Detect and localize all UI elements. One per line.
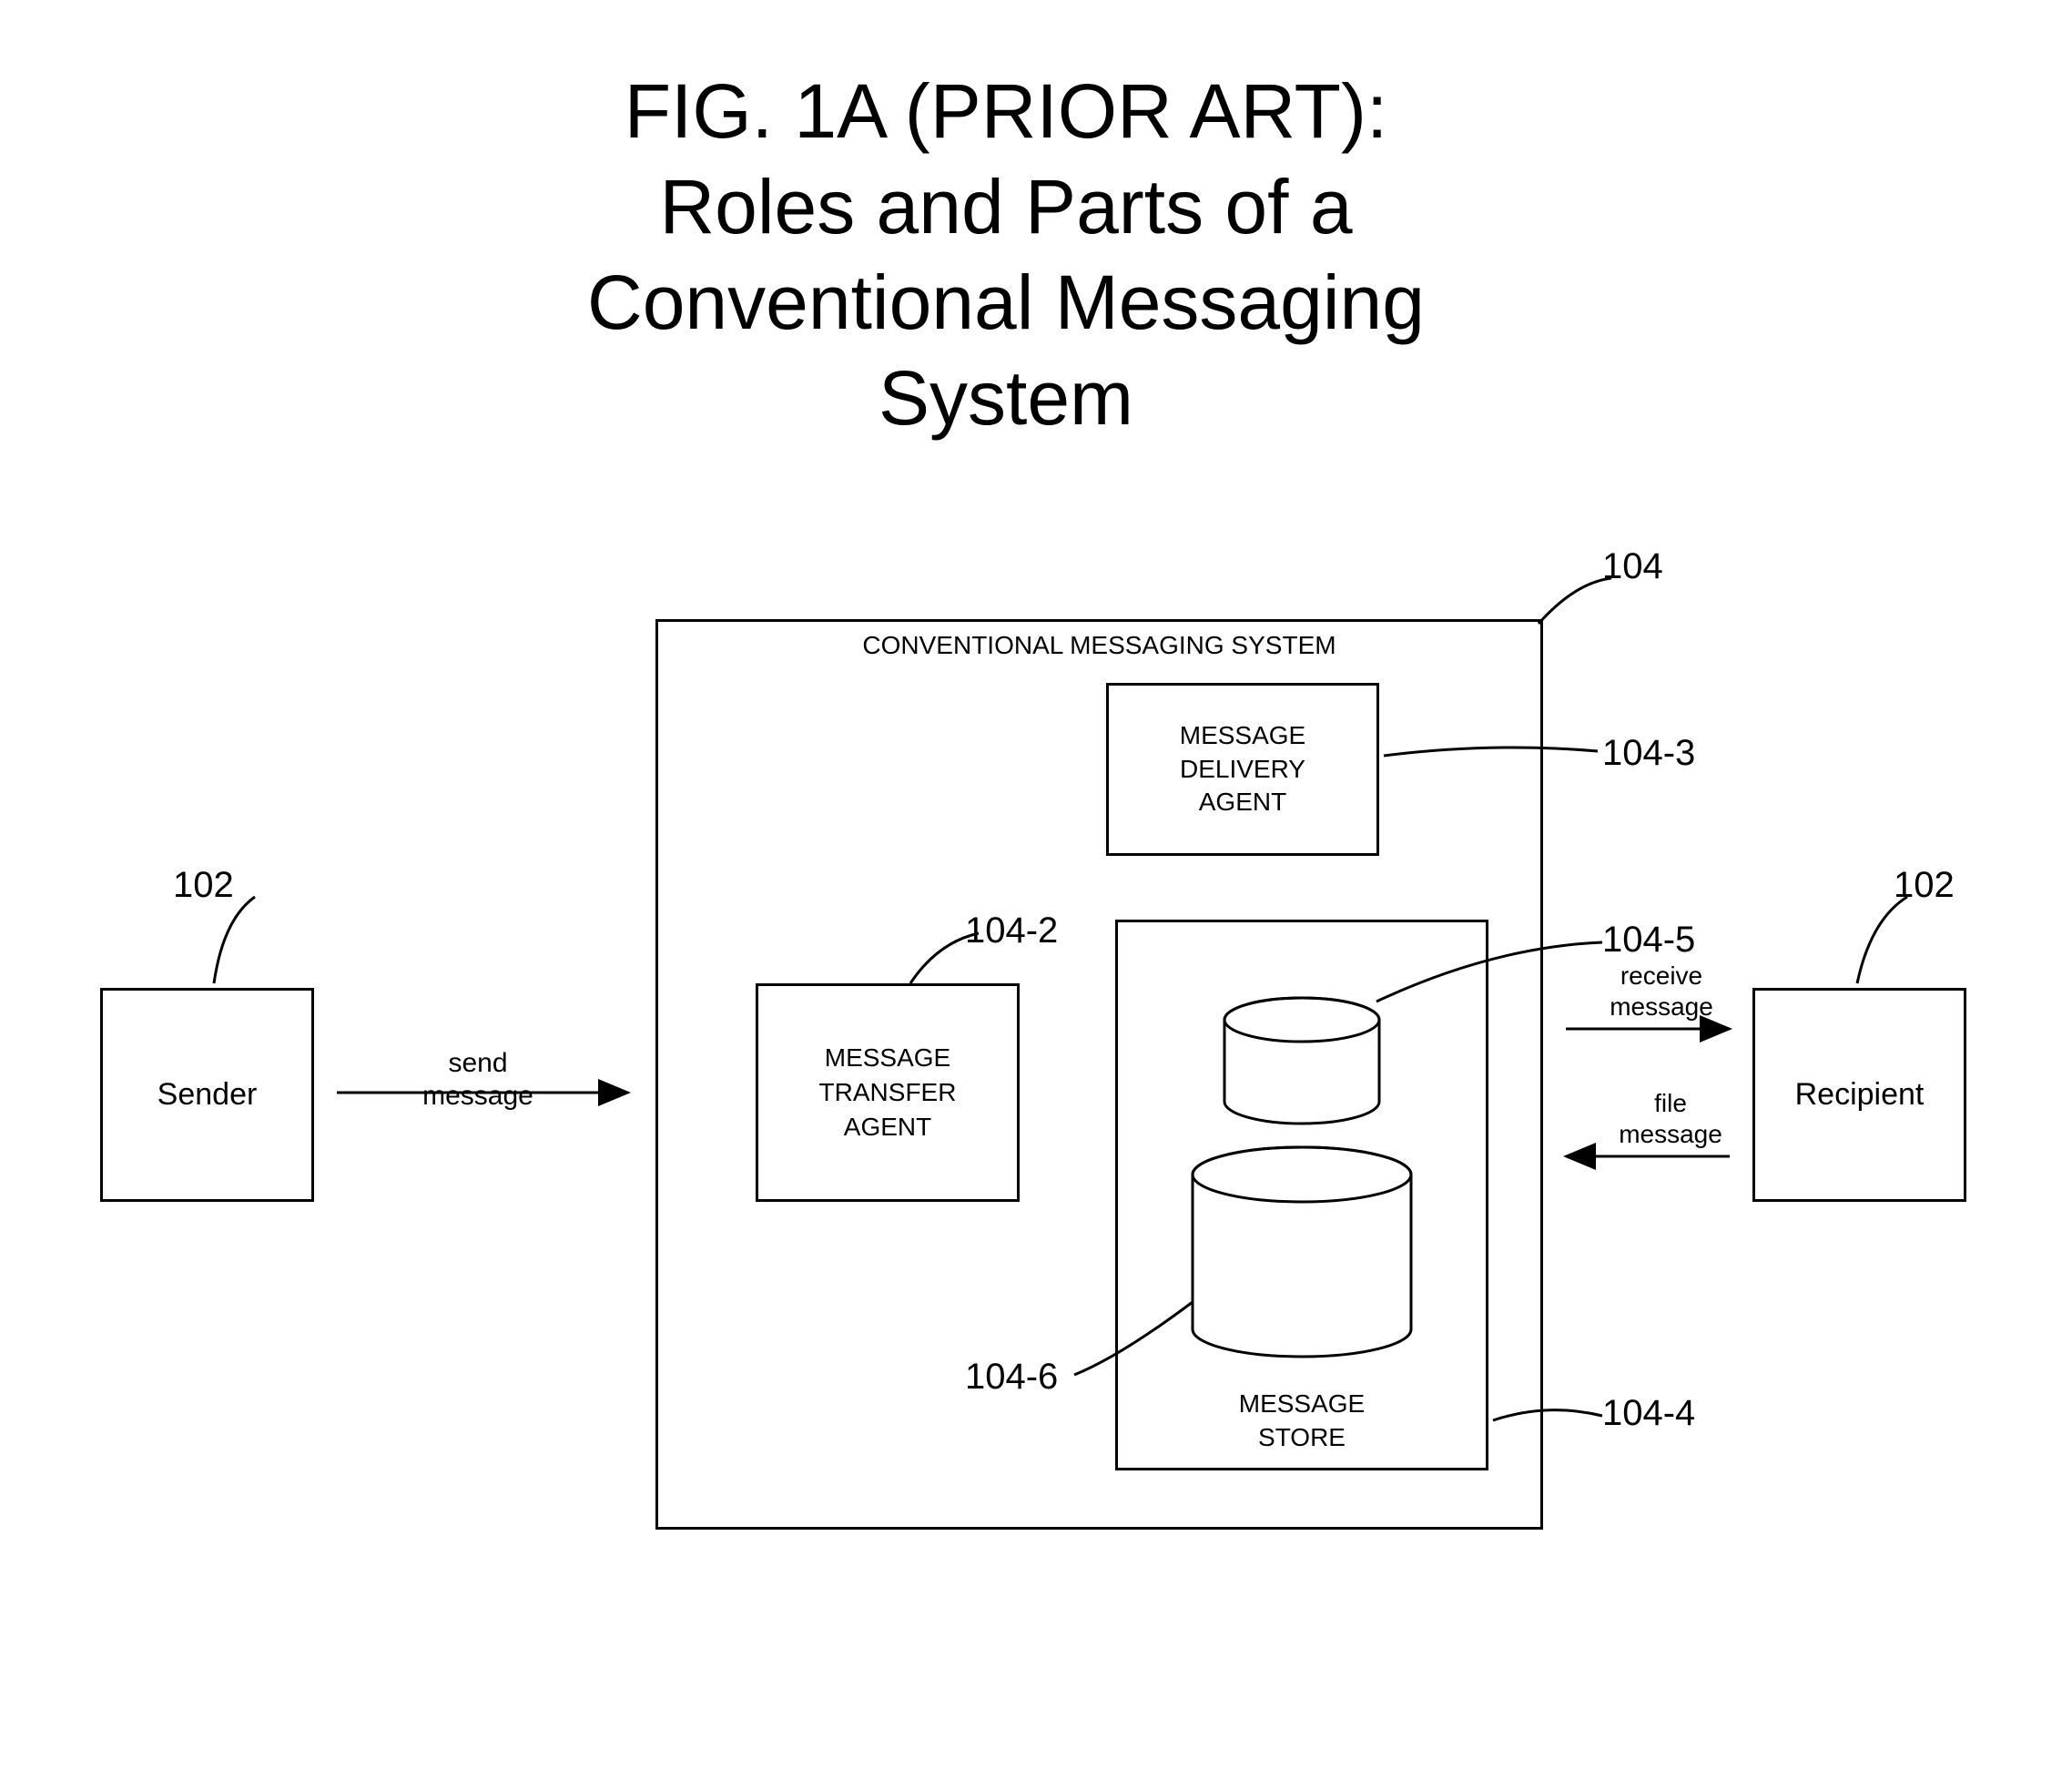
leader-104-icon <box>1539 578 1611 624</box>
ref-104: 104 <box>1602 546 1663 587</box>
file-l2: message <box>1619 1120 1722 1148</box>
inbox-l1: USER <box>1269 1033 1335 1061</box>
recv-l1: receive <box>1620 961 1702 990</box>
folders-label: USER FOLDERS <box>1193 1220 1411 1284</box>
inbox-l2: INBOX <box>1265 1062 1339 1089</box>
ref-104-t: 104 <box>1602 546 1663 586</box>
folders-l2: FOLDERS <box>1242 1254 1362 1282</box>
ref-1046-t: 104-6 <box>965 1357 1058 1397</box>
ref-104-6: 104-6 <box>965 1357 1058 1398</box>
ref-1045-t: 104-5 <box>1602 920 1695 960</box>
mda-l3: AGENT <box>1199 788 1286 816</box>
mda-l1: MESSAGE <box>1180 721 1305 749</box>
message-store-title: MESSAGE STORE <box>1118 1388 1486 1454</box>
send-label: send message <box>401 1047 555 1113</box>
title-line-3: Conventional Messaging <box>587 259 1425 345</box>
send-l1: send <box>448 1048 507 1078</box>
folders-l1: USER <box>1266 1222 1337 1250</box>
file-label: file message <box>1598 1088 1743 1149</box>
ref-102b-t: 102 <box>1894 865 1955 905</box>
ref-104-4: 104-4 <box>1602 1393 1695 1434</box>
mta-box: MESSAGE TRANSFER AGENT <box>756 983 1020 1202</box>
inbox-label: USER INBOX <box>1224 1033 1379 1090</box>
leader-102b-icon <box>1857 897 1907 983</box>
ref-104-5: 104-5 <box>1602 920 1695 961</box>
store-t1: MESSAGE <box>1239 1389 1365 1418</box>
title-line-1: FIG. 1A (PRIOR ART): <box>625 68 1388 154</box>
recipient-box: Recipient <box>1752 988 1966 1202</box>
sender-label: Sender <box>157 1077 258 1113</box>
system-title-text: CONVENTIONAL MESSAGING SYSTEM <box>862 631 1336 659</box>
ref-104-2: 104-2 <box>965 910 1058 951</box>
figure-title: FIG. 1A (PRIOR ART): Roles and Parts of … <box>391 64 1620 446</box>
message-store-box: MESSAGE STORE <box>1115 920 1488 1470</box>
file-l1: file <box>1654 1089 1687 1117</box>
ref-1043-t: 104-3 <box>1602 733 1695 773</box>
recv-l2: message <box>1610 992 1713 1021</box>
mta-l1: MESSAGE <box>825 1043 950 1072</box>
mda-box: MESSAGE DELIVERY AGENT <box>1106 683 1379 856</box>
receive-label: receive message <box>1579 961 1743 1022</box>
recipient-label: Recipient <box>1795 1077 1925 1113</box>
send-l2: message <box>422 1081 533 1111</box>
sender-box: Sender <box>100 988 314 1202</box>
mta-l3: AGENT <box>844 1113 931 1141</box>
ref-102-left: 102 <box>173 865 234 906</box>
ref-104-3: 104-3 <box>1602 733 1695 774</box>
system-title: CONVENTIONAL MESSAGING SYSTEM <box>658 631 1540 660</box>
title-line-4: System <box>879 355 1133 441</box>
ref-102a-t: 102 <box>173 865 234 905</box>
ref-1044-t: 104-4 <box>1602 1393 1695 1433</box>
store-t2: STORE <box>1258 1423 1346 1451</box>
mda-l2: DELIVERY <box>1180 755 1305 783</box>
mta-l2: TRANSFER <box>819 1078 957 1106</box>
ref-1042-t: 104-2 <box>965 910 1058 951</box>
ref-102-right: 102 <box>1894 865 1955 906</box>
diagram-canvas: FIG. 1A (PRIOR ART): Roles and Parts of … <box>0 0 2072 1770</box>
title-line-2: Roles and Parts of a <box>659 164 1352 249</box>
leader-102a-icon <box>214 897 255 983</box>
